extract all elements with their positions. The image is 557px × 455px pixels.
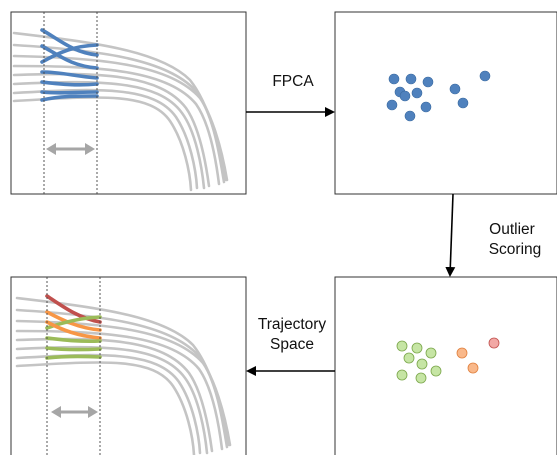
score-point [457, 97, 469, 109]
trajectory-curve [15, 319, 229, 449]
outlier-score-point [488, 337, 500, 349]
highlighted-curve-segment [40, 94, 99, 102]
outlier-score-points [396, 337, 500, 384]
trajectory-curve [12, 80, 206, 190]
outlier-score-point [467, 362, 479, 374]
outlier-colored-curve-segment [45, 354, 102, 360]
score-point [399, 90, 411, 102]
panel-outlier-scores [334, 276, 557, 455]
highlighted-curve-segment [40, 90, 99, 95]
score-point [449, 83, 461, 95]
outlier-score-point [415, 372, 427, 384]
score-point [422, 76, 434, 88]
highlighted-curve-segment [40, 80, 99, 87]
trajectory-curve [15, 329, 224, 451]
outlier-colored-curve-segment [45, 294, 102, 324]
highlighted-curve-segment [40, 70, 99, 80]
score-point [386, 99, 398, 111]
trajectory-curve [15, 361, 196, 455]
window-width-double-arrow [51, 406, 98, 418]
panel-frame [334, 276, 557, 455]
outlier-score-point [396, 369, 408, 381]
outlier-score-point [411, 342, 423, 354]
fpca-label: FPCA [272, 73, 314, 90]
outlier-colored-curve-segment [45, 336, 102, 344]
outlier-colored-curve-segment [45, 315, 102, 330]
panel-trajectories-top [10, 11, 247, 195]
outlier-colored-curve-segment [45, 346, 102, 352]
trajectory-curve [12, 54, 226, 184]
trajectory-space-label-line1: Trajectory [258, 316, 327, 333]
highlighted-curve-segment [40, 43, 99, 64]
panel-frame [10, 11, 247, 195]
outlier-score-point [456, 347, 468, 359]
arrow-to-outlier-scoring [445, 193, 456, 277]
score-point [388, 73, 400, 85]
panel-fpca-scores [334, 11, 557, 195]
score-point [479, 70, 491, 82]
outlier-colored-curve-segment [45, 320, 102, 340]
trajectory-curve [12, 64, 221, 186]
score-point [404, 110, 416, 122]
outlier-colored-curves [45, 294, 102, 360]
outlier-score-point [396, 340, 408, 352]
fpca-score-points [386, 70, 491, 122]
score-point [411, 87, 423, 99]
score-point [405, 73, 417, 85]
outlier-scoring-label-line1: Outlier [489, 221, 535, 238]
outlier-score-point [403, 352, 415, 364]
window-width-double-arrow [46, 143, 95, 155]
panel-frame [334, 11, 557, 195]
outlier-score-point [425, 347, 437, 359]
outlier-score-point [430, 365, 442, 377]
highlighted-window-curves [40, 28, 99, 102]
highlighted-curve-segment [40, 44, 99, 70]
trajectory-curve [15, 345, 209, 455]
trajectory-curve [12, 88, 199, 190]
outlier-score-point [416, 358, 428, 370]
highlighted-curve-segment [40, 28, 99, 57]
score-point [420, 101, 432, 113]
outlier-scoring-label-line2: Scoring [489, 241, 542, 258]
trajectory-space-label-line2: Space [270, 336, 314, 353]
outlier-colored-curve-segment [45, 310, 102, 332]
panel-trajectories-bottom [10, 276, 247, 455]
panel-frame [10, 276, 247, 455]
